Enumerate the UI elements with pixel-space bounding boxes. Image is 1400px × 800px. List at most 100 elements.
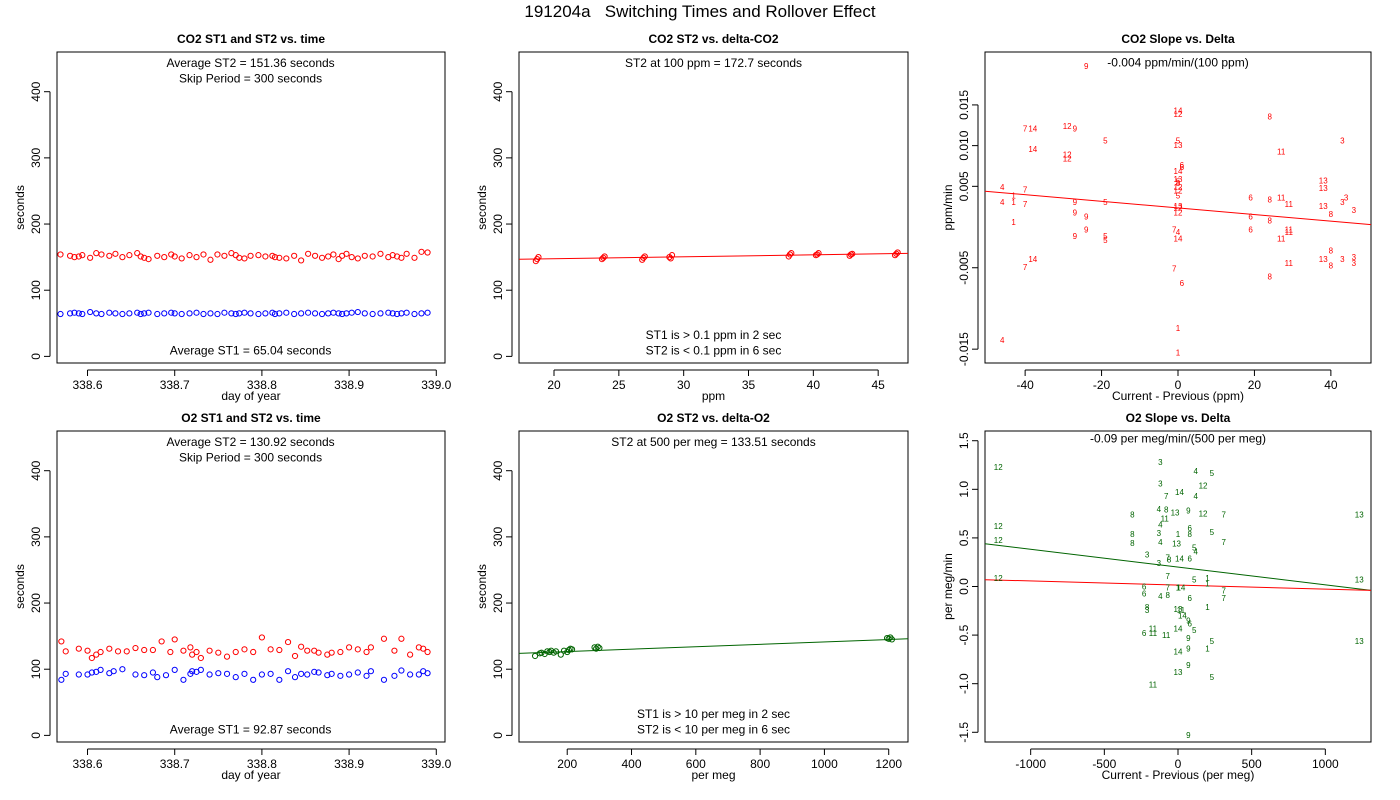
data-point [788, 250, 795, 257]
data-point [241, 309, 248, 316]
data-point [180, 647, 187, 654]
data-point-label: 6 [1188, 524, 1193, 533]
y-axis-label: seconds [475, 564, 489, 609]
data-point [200, 251, 207, 258]
fit-line [984, 579, 1372, 591]
data-point [149, 669, 157, 676]
data-point [398, 667, 405, 674]
data-point-label: 11 [1285, 259, 1294, 268]
data-point [154, 252, 161, 259]
x-tick-label: 45 [871, 378, 885, 392]
y-tick-label: -0.015 [957, 332, 971, 366]
data-point [262, 253, 269, 260]
data-point-label: 6 [1248, 212, 1253, 221]
data-point [154, 310, 161, 318]
data-point-label: 6 [1142, 583, 1147, 592]
data-point [126, 310, 133, 317]
data-point [123, 648, 130, 655]
data-point [200, 310, 207, 318]
data-point-label: 4 [1000, 336, 1005, 345]
data-point-label: 12 [1174, 204, 1183, 213]
data-point [298, 310, 305, 317]
x-tick-label: 25 [612, 378, 626, 392]
data-point-label: 11 [1149, 681, 1158, 690]
data-point [98, 310, 105, 318]
annotation: -0.09 per meg/min/(500 per meg) [1090, 432, 1266, 446]
data-point-label: 1 [1176, 348, 1181, 357]
y-tick-label: 200 [491, 214, 505, 234]
y-tick-label: 0 [29, 732, 43, 739]
data-point-label: 4 [1193, 548, 1198, 557]
data-point [197, 666, 204, 673]
data-point-label: 4 [1000, 183, 1005, 192]
data-point [311, 252, 319, 259]
data-point [87, 308, 94, 316]
data-point-label: 12 [994, 463, 1003, 472]
annotation: ST2 is < 10 per meg in 6 sec [637, 722, 790, 736]
data-point [335, 256, 342, 263]
x-tick-label: 338.7 [160, 757, 190, 771]
data-point [424, 249, 431, 256]
data-point [641, 253, 648, 260]
data-point [141, 646, 148, 654]
data-point [119, 666, 126, 673]
y-tick-label: 0.015 [957, 90, 971, 120]
data-point-label: 14 [1028, 145, 1037, 154]
data-point [552, 648, 560, 655]
data-point-label: 13 [1319, 177, 1328, 186]
x-tick-label: 600 [686, 757, 706, 771]
y-tick-label: 300 [491, 148, 505, 168]
data-point [93, 310, 100, 317]
data-point-label: 7 [1165, 553, 1170, 562]
data-point [58, 638, 65, 645]
data-point-label: 8 [1130, 539, 1135, 548]
data-point [885, 635, 892, 642]
data-point [411, 254, 418, 261]
data-point-label: 8 [1267, 273, 1272, 282]
data-point [178, 310, 185, 318]
data-point-label: 5 [1192, 544, 1197, 553]
data-point [601, 253, 608, 260]
x-tick-label: 20 [1248, 378, 1262, 392]
data-point-label: 1 [1205, 574, 1210, 583]
data-point-label: 8 [1145, 603, 1150, 612]
data-point [71, 254, 78, 261]
data-point [247, 252, 254, 259]
fit-line [984, 190, 1372, 226]
data-point-label: 9 [1084, 212, 1089, 221]
data-point-label: 12 [1199, 510, 1208, 519]
data-point [343, 250, 350, 257]
plot-frame [518, 51, 909, 364]
data-point-label: 1 [1011, 218, 1016, 227]
y-tick-label: 400 [491, 81, 505, 101]
panel-p3: CO2 Slope vs. Delta -40 -20 0 20 40 Current - … [941, 32, 1372, 403]
data-point-label: 5 [1176, 137, 1181, 146]
data-point [345, 644, 353, 651]
data-point [215, 670, 222, 677]
data-point-label: 7 [1023, 263, 1028, 272]
data-point [894, 249, 901, 256]
x-tick-label: 35 [742, 378, 756, 392]
data-point-label: 12 [994, 522, 1003, 531]
data-point-label: 6 [1180, 161, 1185, 170]
x-tick-label: -20 [1093, 378, 1111, 392]
data-point [393, 310, 401, 318]
data-point-label: 11 [1149, 624, 1158, 633]
data-point [66, 310, 74, 317]
data-point [267, 646, 274, 653]
data-point [180, 676, 187, 683]
data-point [134, 309, 141, 316]
data-point [407, 671, 414, 678]
data-point [75, 671, 82, 678]
figure-title: 191204a Switching Times and Rollover Eff… [524, 2, 876, 21]
data-point [258, 634, 265, 641]
data-point [600, 254, 607, 261]
data-point-label: 12 [994, 574, 1003, 583]
annotation: Average ST1 = 65.04 seconds [170, 343, 332, 357]
data-point-label: 13 [1174, 202, 1183, 211]
data-point [271, 310, 279, 318]
data-point-label: 7 [1023, 200, 1028, 209]
data-point [171, 666, 178, 673]
data-point [398, 635, 405, 642]
data-point-label: 3 [1158, 458, 1163, 467]
